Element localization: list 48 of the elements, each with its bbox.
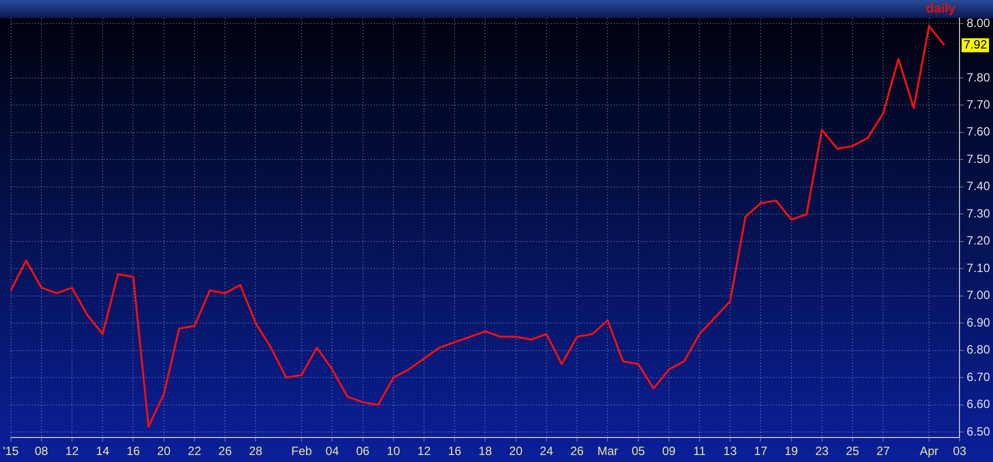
x-tick-label: 13	[723, 444, 738, 458]
x-tick-label: 28	[249, 444, 263, 458]
y-tick-label: 7.60	[966, 124, 990, 139]
annotation: 7.92	[964, 38, 988, 52]
y-tick-label: 6.70	[966, 370, 990, 384]
x-tick-label: 20	[509, 444, 523, 458]
x-tick-label: 24	[540, 444, 554, 458]
y-tick-label: 6.50	[966, 424, 990, 438]
y-tick-label: 6.80	[966, 342, 990, 357]
x-tick-label: 08	[34, 444, 48, 458]
x-tick-label: 26	[570, 444, 584, 458]
x-tick-label: 22	[188, 444, 202, 458]
y-tick-label: 8.00	[966, 16, 990, 30]
text: daily	[926, 0, 956, 16]
x-tick-label: 17	[754, 444, 768, 458]
y-tick-label: 6.60	[966, 397, 990, 412]
x-tick-label: 06	[356, 444, 370, 458]
y-tick-label: 7.10	[966, 260, 990, 275]
x-tick-label: 16	[126, 444, 140, 458]
x-tick-label: 23	[815, 444, 829, 458]
x-tick-label: 03	[952, 444, 967, 458]
x-tick-label: 12	[65, 444, 80, 458]
x-tick-label: 26	[218, 444, 232, 458]
y-tick-label: 7.40	[966, 179, 990, 194]
x-tick-label: 09	[662, 444, 676, 458]
x-tick-label: 18	[478, 444, 492, 458]
y-tick-label: 7.70	[966, 98, 990, 112]
y-tick-label: 7.50	[966, 152, 990, 166]
x-tick-label: 25	[846, 444, 860, 458]
x-tick-label: 14	[96, 444, 110, 458]
y-tick-label: 6.90	[966, 315, 990, 330]
x-tick-label: Apr	[920, 444, 938, 458]
x-tick-label: 27	[876, 444, 890, 458]
x-tick-label: 05	[632, 444, 646, 458]
x-tick-label: 20	[157, 444, 171, 458]
y-tick-label: 7.20	[966, 234, 990, 248]
y-tick-label: 7.00	[966, 288, 990, 302]
x-tick-label: 16	[448, 444, 462, 458]
x-tick-label: 04	[326, 444, 340, 458]
x-tick-label: 11	[693, 444, 706, 458]
y-tick-label: 7.80	[966, 70, 990, 84]
x-tick-label: '15	[3, 444, 19, 458]
x-tick-label: 19	[784, 444, 798, 458]
x-tick-label: Feb	[291, 444, 312, 458]
x-tick-label: 10	[386, 444, 400, 458]
x-tick-label: Mar	[597, 444, 618, 458]
y-tick-label: 7.30	[966, 206, 990, 220]
x-tick-label: 12	[417, 444, 432, 458]
